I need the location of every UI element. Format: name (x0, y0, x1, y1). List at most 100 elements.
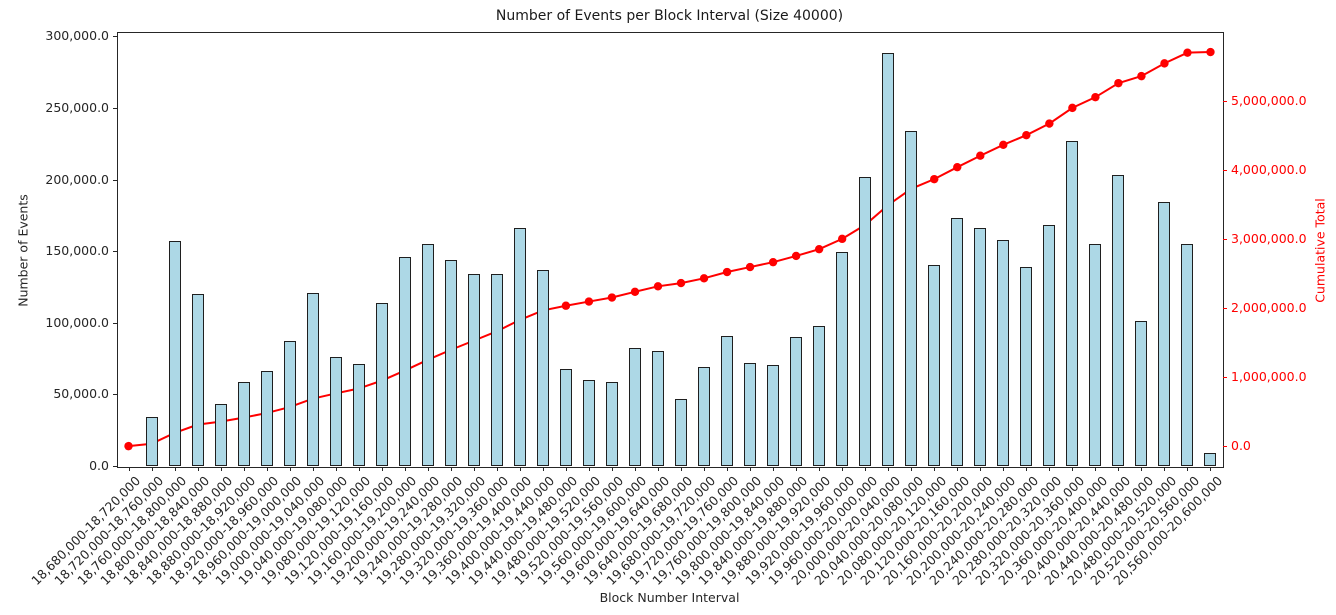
bar (836, 251, 849, 466)
bar (444, 259, 457, 466)
bar (605, 382, 618, 466)
bar (1158, 201, 1171, 466)
bar (1204, 453, 1217, 466)
bar (168, 241, 181, 466)
x-tick-mark (542, 467, 544, 471)
x-tick-mark (980, 467, 982, 471)
right-tick-label: 1,000,000.0 (1231, 369, 1307, 384)
x-tick-mark (1187, 467, 1189, 471)
bar (375, 302, 388, 466)
bar (467, 274, 480, 466)
bar (352, 364, 365, 466)
bar (536, 269, 549, 466)
bar (145, 417, 158, 466)
bar (1181, 243, 1194, 466)
x-tick-mark (911, 467, 913, 471)
x-tick-mark (865, 467, 867, 471)
bar (951, 218, 964, 466)
x-tick-mark (750, 467, 752, 471)
left-tick-mark (113, 466, 117, 467)
bar (559, 368, 572, 466)
x-tick-mark (427, 467, 429, 471)
left-tick-mark (113, 107, 117, 109)
bar (1135, 320, 1148, 466)
x-tick-mark (335, 467, 337, 471)
x-tick-mark (128, 467, 130, 471)
right-tick-label: 3,000,000.0 (1231, 230, 1307, 246)
right-tick-label: 4,000,000.0 (1231, 161, 1307, 177)
x-tick-mark (1026, 467, 1028, 471)
right-tick-mark (1223, 377, 1227, 378)
x-tick-mark (773, 467, 775, 471)
x-tick-mark (1072, 467, 1074, 471)
x-axis-label: Block Number Interval (599, 590, 740, 605)
bar (882, 53, 895, 466)
bar (905, 130, 918, 466)
x-tick-mark (151, 467, 153, 471)
left-tick-label: 200,000.0 (45, 171, 109, 187)
bar (513, 228, 526, 466)
bar (214, 404, 227, 466)
x-tick-mark (266, 467, 268, 471)
bar (721, 335, 734, 466)
left-tick-label: 0.0 (89, 458, 109, 473)
right-tick-mark (1223, 169, 1227, 171)
y-axis-label-left: Number of Events (15, 194, 31, 307)
bar (813, 325, 826, 466)
bar (1112, 175, 1125, 466)
bar (329, 357, 342, 466)
left-tick-label: 100,000.0 (45, 314, 109, 330)
x-tick-mark (727, 467, 729, 471)
x-tick-mark (174, 467, 176, 471)
bar (767, 365, 780, 466)
bar (628, 347, 641, 466)
x-tick-mark (634, 467, 636, 471)
bar (306, 292, 319, 466)
x-tick-mark (842, 467, 844, 471)
x-tick-mark (289, 467, 291, 471)
x-tick-mark (450, 467, 452, 471)
bar (582, 380, 595, 466)
x-tick-mark (1049, 467, 1051, 471)
bar (997, 239, 1010, 466)
x-tick-mark (473, 467, 475, 471)
x-tick-mark (404, 467, 406, 471)
x-tick-mark (1210, 467, 1212, 471)
left-tick-mark (113, 394, 117, 396)
bar (421, 243, 434, 466)
bar (398, 256, 411, 466)
left-tick-label: 50,000.0 (53, 386, 109, 402)
left-tick-mark (113, 36, 117, 38)
bar (675, 399, 687, 466)
left-tick-mark (113, 251, 117, 253)
left-tick-mark (113, 322, 117, 324)
bar (928, 265, 941, 466)
y-axis-label-right: Cumulative Total (1312, 198, 1328, 303)
x-tick-mark (681, 467, 682, 471)
bar (859, 176, 872, 466)
x-tick-mark (1141, 467, 1143, 471)
x-tick-mark (657, 467, 659, 471)
x-tick-mark (197, 467, 199, 471)
x-tick-mark (704, 467, 706, 471)
x-tick-mark (358, 467, 360, 471)
x-tick-mark (934, 467, 936, 471)
bar (260, 371, 273, 466)
bar (698, 367, 711, 466)
x-tick-mark (888, 467, 890, 471)
left-tick-label: 150,000.0 (45, 243, 109, 259)
bar (1089, 243, 1102, 466)
right-tick-mark (1223, 446, 1227, 448)
x-tick-mark (1164, 467, 1166, 471)
left-tick-label: 300,000.0 (45, 28, 109, 44)
right-tick-label: 5,000,000.0 (1231, 92, 1307, 108)
x-tick-mark (519, 467, 521, 471)
x-tick-mark (819, 467, 821, 471)
bar (191, 294, 204, 466)
x-tick-mark (565, 467, 567, 471)
right-tick-mark (1223, 100, 1227, 102)
bar (790, 337, 803, 466)
x-tick-mark (1095, 467, 1097, 471)
bar (1043, 225, 1056, 466)
